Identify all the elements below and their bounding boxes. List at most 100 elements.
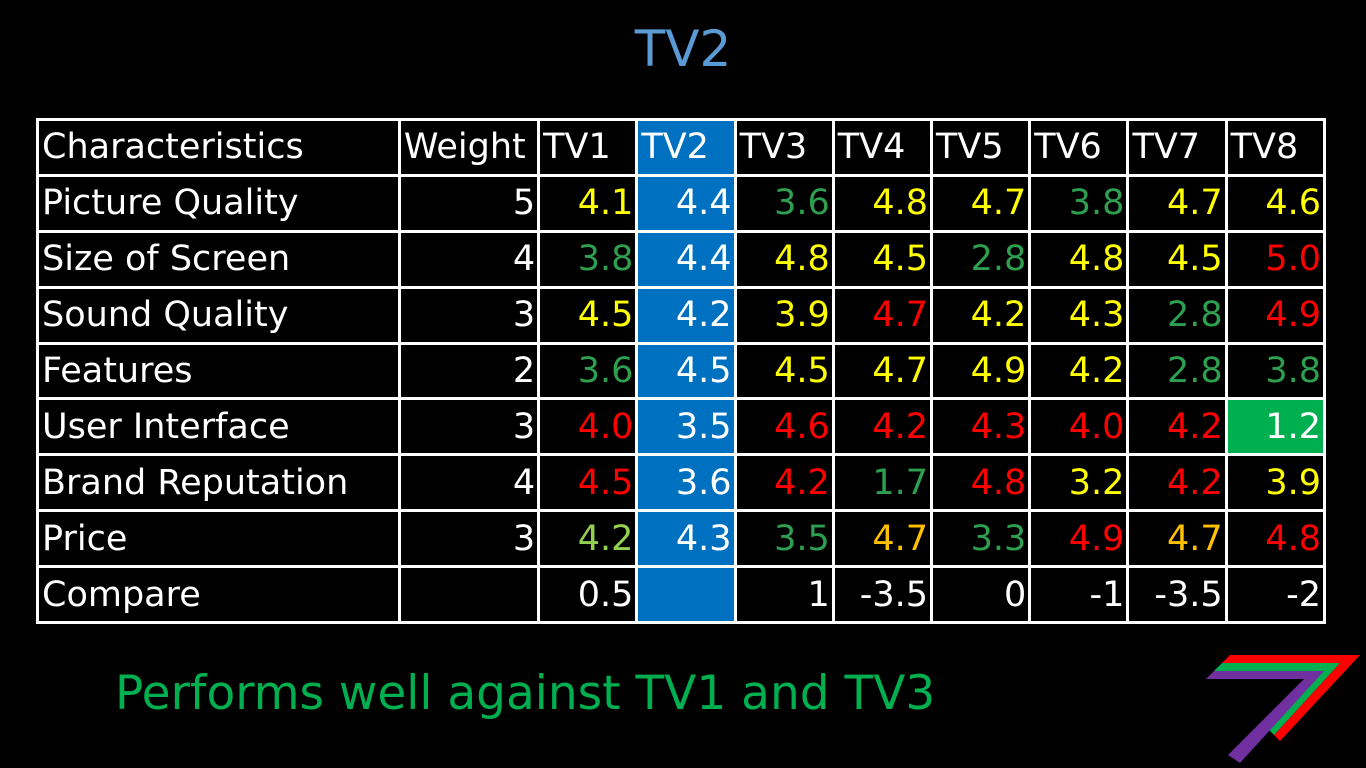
weight-cell: 4 xyxy=(397,453,541,513)
score-cell: 4.2 xyxy=(1126,453,1228,513)
table-body: Characteristics Weight TV1 TV2 TV3 TV4 TV5 TV6 T… xyxy=(36,118,1327,624)
score-cell: 3.9 xyxy=(1224,453,1327,513)
row-label: Brand Reputation xyxy=(36,453,401,513)
score-cell: 4.5 xyxy=(635,341,737,401)
row-label: User Interface xyxy=(36,397,401,457)
weight-cell: 4 xyxy=(397,229,541,289)
score-cell: 3.5 xyxy=(635,397,737,457)
score-cell: 4.7 xyxy=(1126,173,1228,233)
score-cell: 0 xyxy=(930,565,1032,624)
weight-cell: 5 xyxy=(397,173,541,233)
score-cell: 4.8 xyxy=(831,173,934,233)
score-cell: 4.0 xyxy=(537,397,639,457)
score-cell: 3.8 xyxy=(537,229,639,289)
score-cell: 4.3 xyxy=(635,509,737,568)
column-header: Weight xyxy=(397,118,541,177)
score-cell: 4.5 xyxy=(1126,229,1228,289)
column-header: TV4 xyxy=(831,118,934,177)
score-cell: 0.5 xyxy=(537,565,639,624)
header-row: Characteristics Weight TV1 TV2 TV3 TV4 TV5 TV6 T… xyxy=(36,118,1327,177)
score-cell: 4.7 xyxy=(831,285,934,345)
table-row: User Interface 3 4.0 3.5 4.6 4.2 4.3 4.0 4.2 1.2 xyxy=(36,397,1327,457)
comparison-table: Characteristics Weight TV1 TV2 TV3 TV4 TV5 TV6 T… xyxy=(36,118,1327,624)
row-label: Size of Screen xyxy=(36,229,401,289)
weight-cell: 2 xyxy=(397,341,541,401)
score-cell: 3.2 xyxy=(1028,453,1130,513)
row-label: Sound Quality xyxy=(36,285,401,345)
score-cell: 3.6 xyxy=(537,341,639,401)
table-row: Size of Screen 4 3.8 4.4 4.8 4.5 2.8 4.8 4.5 5.0 xyxy=(36,229,1327,289)
table-row: Picture Quality 5 4.1 4.4 3.6 4.8 4.7 3.8 4.7 4.6 xyxy=(36,173,1327,233)
score-cell: 4.7 xyxy=(831,341,934,401)
column-header: TV1 xyxy=(537,118,639,177)
weight-cell: 3 xyxy=(397,397,541,457)
score-cell: 4.8 xyxy=(733,229,835,289)
score-cell: 4.9 xyxy=(1224,285,1327,345)
score-cell: -2 xyxy=(1224,565,1327,624)
row-label: Compare xyxy=(36,565,401,624)
score-cell: 4.9 xyxy=(1028,509,1130,568)
row-label: Picture Quality xyxy=(36,173,401,233)
score-cell: 3.8 xyxy=(1224,341,1327,401)
score-cell: 4.7 xyxy=(831,509,934,568)
score-cell: 2.8 xyxy=(1126,341,1228,401)
footer-caption: Performs well against TV1 and TV3 xyxy=(115,666,936,721)
score-cell: 3.9 xyxy=(733,285,835,345)
score-cell: 4.8 xyxy=(1028,229,1130,289)
score-cell: 4.3 xyxy=(930,397,1032,457)
score-cell: 4.4 xyxy=(635,229,737,289)
score-cell: 3.6 xyxy=(635,453,737,513)
score-cell: 4.2 xyxy=(930,285,1032,345)
score-cell: 4.0 xyxy=(1028,397,1130,457)
score-cell: 4.4 xyxy=(635,173,737,233)
score-cell: 4.2 xyxy=(831,397,934,457)
score-cell: -3.5 xyxy=(1126,565,1228,624)
score-cell: 3.8 xyxy=(1028,173,1130,233)
score-cell: 3.6 xyxy=(733,173,835,233)
score-cell: 4.5 xyxy=(831,229,934,289)
score-cell: 5.0 xyxy=(1224,229,1327,289)
score-cell: 4.7 xyxy=(930,173,1032,233)
score-cell: 1.7 xyxy=(831,453,934,513)
score-cell: 4.2 xyxy=(1126,397,1228,457)
score-cell: 4.9 xyxy=(930,341,1032,401)
score-cell: 2.8 xyxy=(930,229,1032,289)
column-header: Characteristics xyxy=(36,118,401,177)
weight-cell: 3 xyxy=(397,509,541,568)
table-row: Price 3 4.2 4.3 3.5 4.7 3.3 4.9 4.7 4.8 xyxy=(36,509,1327,568)
column-header: TV2 xyxy=(635,118,737,177)
score-cell: -3.5 xyxy=(831,565,934,624)
score-cell xyxy=(635,565,737,624)
score-cell: 4.2 xyxy=(733,453,835,513)
score-cell: 1 xyxy=(733,565,835,624)
column-header: TV3 xyxy=(733,118,835,177)
row-label: Features xyxy=(36,341,401,401)
score-cell: 4.2 xyxy=(635,285,737,345)
score-cell: 3.5 xyxy=(733,509,835,568)
score-cell: 4.8 xyxy=(930,453,1032,513)
score-cell: 4.6 xyxy=(1224,173,1327,233)
table-row: Brand Reputation 4 4.5 3.6 4.2 1.7 4.8 3.2 4.2 3.… xyxy=(36,453,1327,513)
score-cell: -1 xyxy=(1028,565,1130,624)
score-cell: 3.3 xyxy=(930,509,1032,568)
weight-cell xyxy=(397,565,541,624)
score-cell: 1.2 xyxy=(1224,397,1327,457)
score-cell: 4.8 xyxy=(1224,509,1327,568)
column-header: TV7 xyxy=(1126,118,1228,177)
column-header: TV8 xyxy=(1224,118,1327,177)
table-row: Sound Quality 3 4.5 4.2 3.9 4.7 4.2 4.3 2.8 4.9 xyxy=(36,285,1327,345)
table-row: Features 2 3.6 4.5 4.5 4.7 4.9 4.2 2.8 3.8 xyxy=(36,341,1327,401)
table-row: Compare 0.5 1 -3.5 0 -1 -3.5 -2 xyxy=(36,565,1327,624)
column-header: TV5 xyxy=(930,118,1032,177)
slide-title: TV2 xyxy=(634,20,732,78)
score-cell: 4.2 xyxy=(1028,341,1130,401)
stripe-seven-logo-icon xyxy=(1206,655,1360,763)
score-cell: 4.5 xyxy=(537,453,639,513)
score-cell: 4.5 xyxy=(733,341,835,401)
score-cell: 4.1 xyxy=(537,173,639,233)
column-header: TV6 xyxy=(1028,118,1130,177)
weight-cell: 3 xyxy=(397,285,541,345)
row-label: Price xyxy=(36,509,401,568)
score-cell: 4.2 xyxy=(537,509,639,568)
score-cell: 4.7 xyxy=(1126,509,1228,568)
